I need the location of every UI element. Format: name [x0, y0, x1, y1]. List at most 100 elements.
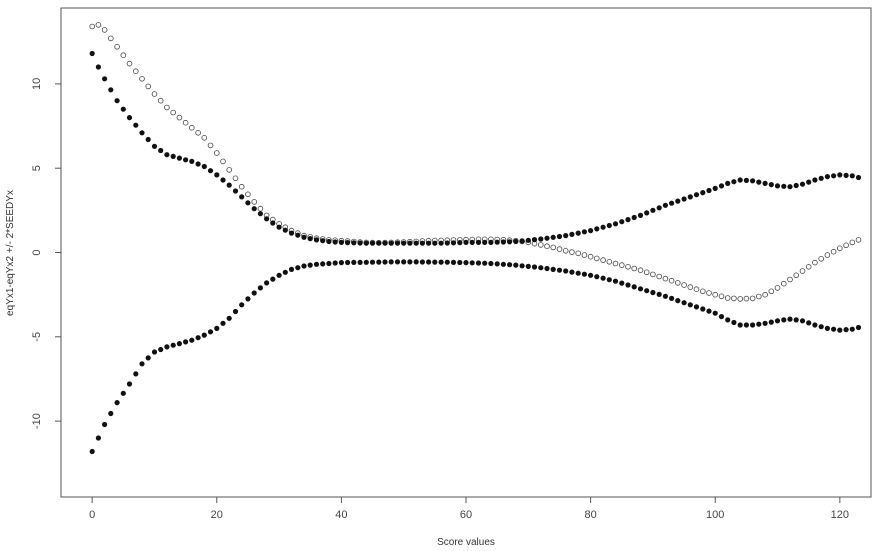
- data-point: [426, 240, 432, 246]
- y-tick-label: 5: [31, 165, 43, 171]
- data-point: [257, 205, 264, 212]
- data-point: [662, 202, 669, 208]
- data-point: [650, 207, 656, 213]
- data-point: [351, 240, 357, 246]
- data-point: [114, 400, 120, 406]
- data-point: [824, 325, 831, 331]
- data-point: [855, 174, 862, 181]
- data-point: [513, 262, 519, 268]
- data-point: [251, 290, 257, 296]
- data-point: [812, 177, 818, 183]
- data-point: [674, 280, 681, 286]
- data-point: [120, 390, 126, 396]
- data-point: [581, 271, 588, 277]
- data-point: [849, 239, 856, 246]
- data-point: [837, 327, 843, 333]
- x-tick-label: 80: [584, 509, 596, 521]
- data-point: [805, 263, 812, 270]
- data-point: [151, 91, 158, 97]
- data-point: [126, 60, 133, 67]
- data-point: [145, 136, 151, 143]
- data-point: [643, 269, 650, 276]
- data-point: [569, 249, 575, 255]
- x-tick-label: 40: [335, 509, 347, 521]
- data-point: [488, 239, 494, 245]
- data-point: [631, 265, 637, 272]
- data-point: [699, 288, 706, 295]
- data-point: [836, 245, 843, 252]
- data-point: [363, 240, 369, 246]
- data-point: [326, 238, 332, 245]
- y-axis-title: eqYx1-eqYx2 +/- 2*SEEDYx: [5, 190, 16, 316]
- data-point: [556, 267, 563, 273]
- data-point: [176, 341, 182, 347]
- y-tick-label: -10: [31, 413, 43, 429]
- data-point: [849, 326, 855, 332]
- data-point: [762, 291, 768, 298]
- data-point: [158, 346, 164, 353]
- data-point: [369, 240, 376, 246]
- data-point: [419, 259, 425, 265]
- data-point: [712, 185, 718, 191]
- data-point: [600, 275, 606, 281]
- data-point: [712, 291, 718, 298]
- data-point: [239, 194, 245, 200]
- data-point: [182, 119, 189, 126]
- data-point: [581, 252, 588, 258]
- data-point: [102, 421, 108, 428]
- data-point: [525, 237, 531, 243]
- data-point: [749, 295, 756, 302]
- data-point: [575, 250, 581, 257]
- data-point: [849, 173, 855, 179]
- data-point: [257, 285, 263, 291]
- data-point: [270, 276, 276, 282]
- data-point: [207, 168, 214, 174]
- x-tick-label: 120: [831, 509, 849, 521]
- data-point: [426, 259, 432, 265]
- data-point: [831, 326, 837, 332]
- y-tick-label: 0: [31, 249, 43, 255]
- data-point: [737, 296, 743, 302]
- data-point: [855, 237, 862, 243]
- data-point: [600, 257, 606, 263]
- data-point: [619, 280, 625, 286]
- data-point: [544, 243, 550, 250]
- data-point: [407, 240, 413, 246]
- data-point: [625, 282, 631, 288]
- data-point: [725, 180, 731, 186]
- data-point: [101, 27, 108, 33]
- data-point: [675, 298, 681, 304]
- data-point: [232, 308, 239, 315]
- data-point: [787, 316, 793, 322]
- data-point: [413, 240, 419, 246]
- data-point: [650, 271, 656, 278]
- data-point: [793, 317, 799, 323]
- data-point: [251, 199, 258, 205]
- data-point: [687, 302, 693, 308]
- data-point: [550, 266, 556, 272]
- data-point: [606, 258, 613, 265]
- data-point: [519, 238, 525, 244]
- data-point: [207, 142, 214, 149]
- data-point: [668, 277, 675, 284]
- data-point: [681, 282, 687, 288]
- y-tick-label: 10: [31, 78, 43, 90]
- data-point: [656, 273, 662, 280]
- data-point: [563, 233, 569, 239]
- data-point: [731, 295, 737, 302]
- data-point: [593, 255, 600, 262]
- data-point: [332, 239, 338, 245]
- data-point: [625, 263, 631, 270]
- data-point: [382, 240, 388, 246]
- data-point: [556, 233, 563, 240]
- data-point: [326, 260, 332, 267]
- data-point: [781, 317, 787, 323]
- data-point: [114, 43, 120, 50]
- data-point: [295, 232, 301, 238]
- data-point: [220, 158, 226, 165]
- data-point: [95, 64, 101, 70]
- data-point: [787, 276, 793, 283]
- data-point: [569, 231, 575, 237]
- data-point: [818, 175, 824, 181]
- data-point: [239, 302, 245, 308]
